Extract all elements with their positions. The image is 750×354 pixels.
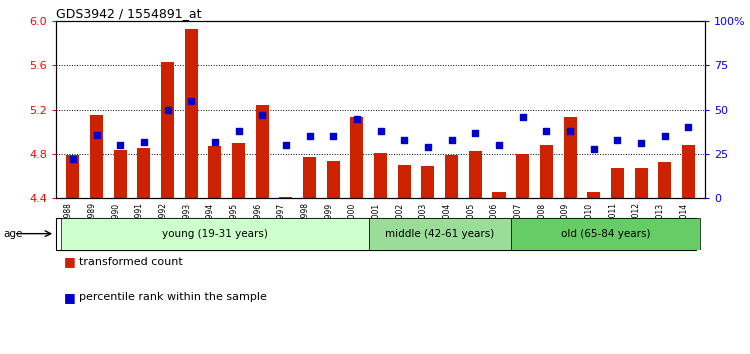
Bar: [469, 151, 482, 198]
Point: [67, 156, 79, 162]
Text: GSM813002: GSM813002: [395, 202, 404, 249]
Text: age: age: [4, 229, 23, 239]
Point: [91, 132, 103, 137]
Text: GSM813004: GSM813004: [442, 202, 452, 249]
Text: GSM813008: GSM813008: [537, 202, 546, 249]
Text: GSM812993: GSM812993: [182, 202, 191, 249]
Point: [564, 128, 576, 134]
Text: GSM813000: GSM813000: [348, 202, 357, 249]
Bar: [658, 162, 671, 198]
Point: [232, 128, 244, 134]
Point: [398, 137, 410, 143]
Text: GSM812989: GSM812989: [88, 202, 97, 249]
Bar: [493, 192, 506, 198]
Bar: [184, 29, 198, 198]
Text: GSM813003: GSM813003: [419, 202, 428, 249]
Point: [658, 133, 670, 139]
Point: [256, 112, 268, 118]
Text: GSM812996: GSM812996: [254, 202, 262, 249]
Point: [635, 141, 647, 146]
Text: GSM813009: GSM813009: [561, 202, 570, 249]
Bar: [611, 169, 624, 198]
Text: ■: ■: [64, 256, 76, 268]
Text: GSM813012: GSM813012: [632, 202, 641, 249]
Text: GSM813011: GSM813011: [608, 202, 617, 249]
Text: GSM812992: GSM812992: [158, 202, 167, 249]
Point: [540, 128, 552, 134]
Bar: [563, 118, 577, 198]
Bar: [256, 105, 268, 198]
Text: GSM812988: GSM812988: [64, 202, 73, 248]
Text: GSM813001: GSM813001: [372, 202, 381, 249]
Bar: [540, 145, 553, 198]
Text: GDS3942 / 1554891_at: GDS3942 / 1554891_at: [56, 7, 202, 20]
Bar: [66, 155, 80, 198]
Point: [327, 133, 339, 139]
Text: GSM813006: GSM813006: [490, 202, 499, 249]
Bar: [634, 169, 647, 198]
Text: GSM812998: GSM812998: [301, 202, 310, 249]
Text: GSM813007: GSM813007: [514, 202, 523, 249]
Bar: [303, 157, 316, 198]
Text: GSM813005: GSM813005: [466, 202, 476, 249]
Point: [351, 116, 363, 121]
Point: [493, 142, 505, 148]
Bar: [511, 218, 700, 250]
Point: [470, 130, 482, 136]
Point: [682, 125, 694, 130]
Bar: [114, 150, 127, 198]
Bar: [422, 166, 434, 198]
Bar: [682, 145, 695, 198]
Point: [588, 146, 600, 152]
Point: [446, 137, 458, 143]
Text: GSM812995: GSM812995: [230, 202, 238, 249]
Text: GSM812991: GSM812991: [135, 202, 144, 249]
Text: GSM813010: GSM813010: [585, 202, 594, 249]
Bar: [374, 153, 387, 198]
Text: GSM813014: GSM813014: [680, 202, 688, 249]
Point: [375, 128, 387, 134]
Point: [517, 114, 529, 120]
Text: GSM812999: GSM812999: [324, 202, 333, 249]
Point: [161, 107, 173, 113]
Point: [304, 133, 316, 139]
Bar: [137, 148, 150, 198]
Bar: [369, 218, 511, 250]
Text: GSM812990: GSM812990: [111, 202, 120, 249]
Bar: [161, 62, 174, 198]
Bar: [516, 154, 530, 198]
Text: transformed count: transformed count: [79, 257, 182, 267]
Bar: [280, 197, 292, 198]
Bar: [327, 161, 340, 198]
Text: percentile rank within the sample: percentile rank within the sample: [79, 292, 267, 302]
Text: GSM812997: GSM812997: [277, 202, 286, 249]
Point: [280, 142, 292, 148]
Point: [138, 139, 150, 144]
Bar: [398, 165, 411, 198]
Bar: [209, 146, 221, 198]
Text: GSM813013: GSM813013: [656, 202, 664, 249]
Text: middle (42-61 years): middle (42-61 years): [386, 229, 494, 239]
Bar: [587, 192, 600, 198]
Bar: [350, 118, 364, 198]
Point: [209, 139, 221, 144]
Bar: [61, 218, 369, 250]
Text: old (65-84 years): old (65-84 years): [561, 229, 650, 239]
Bar: [90, 115, 103, 198]
Point: [114, 142, 126, 148]
Point: [611, 137, 623, 143]
Text: young (19-31 years): young (19-31 years): [162, 229, 268, 239]
Point: [422, 144, 434, 150]
Text: GSM812994: GSM812994: [206, 202, 215, 249]
Bar: [232, 143, 245, 198]
Text: ■: ■: [64, 291, 76, 304]
Bar: [446, 155, 458, 198]
Point: [185, 98, 197, 104]
